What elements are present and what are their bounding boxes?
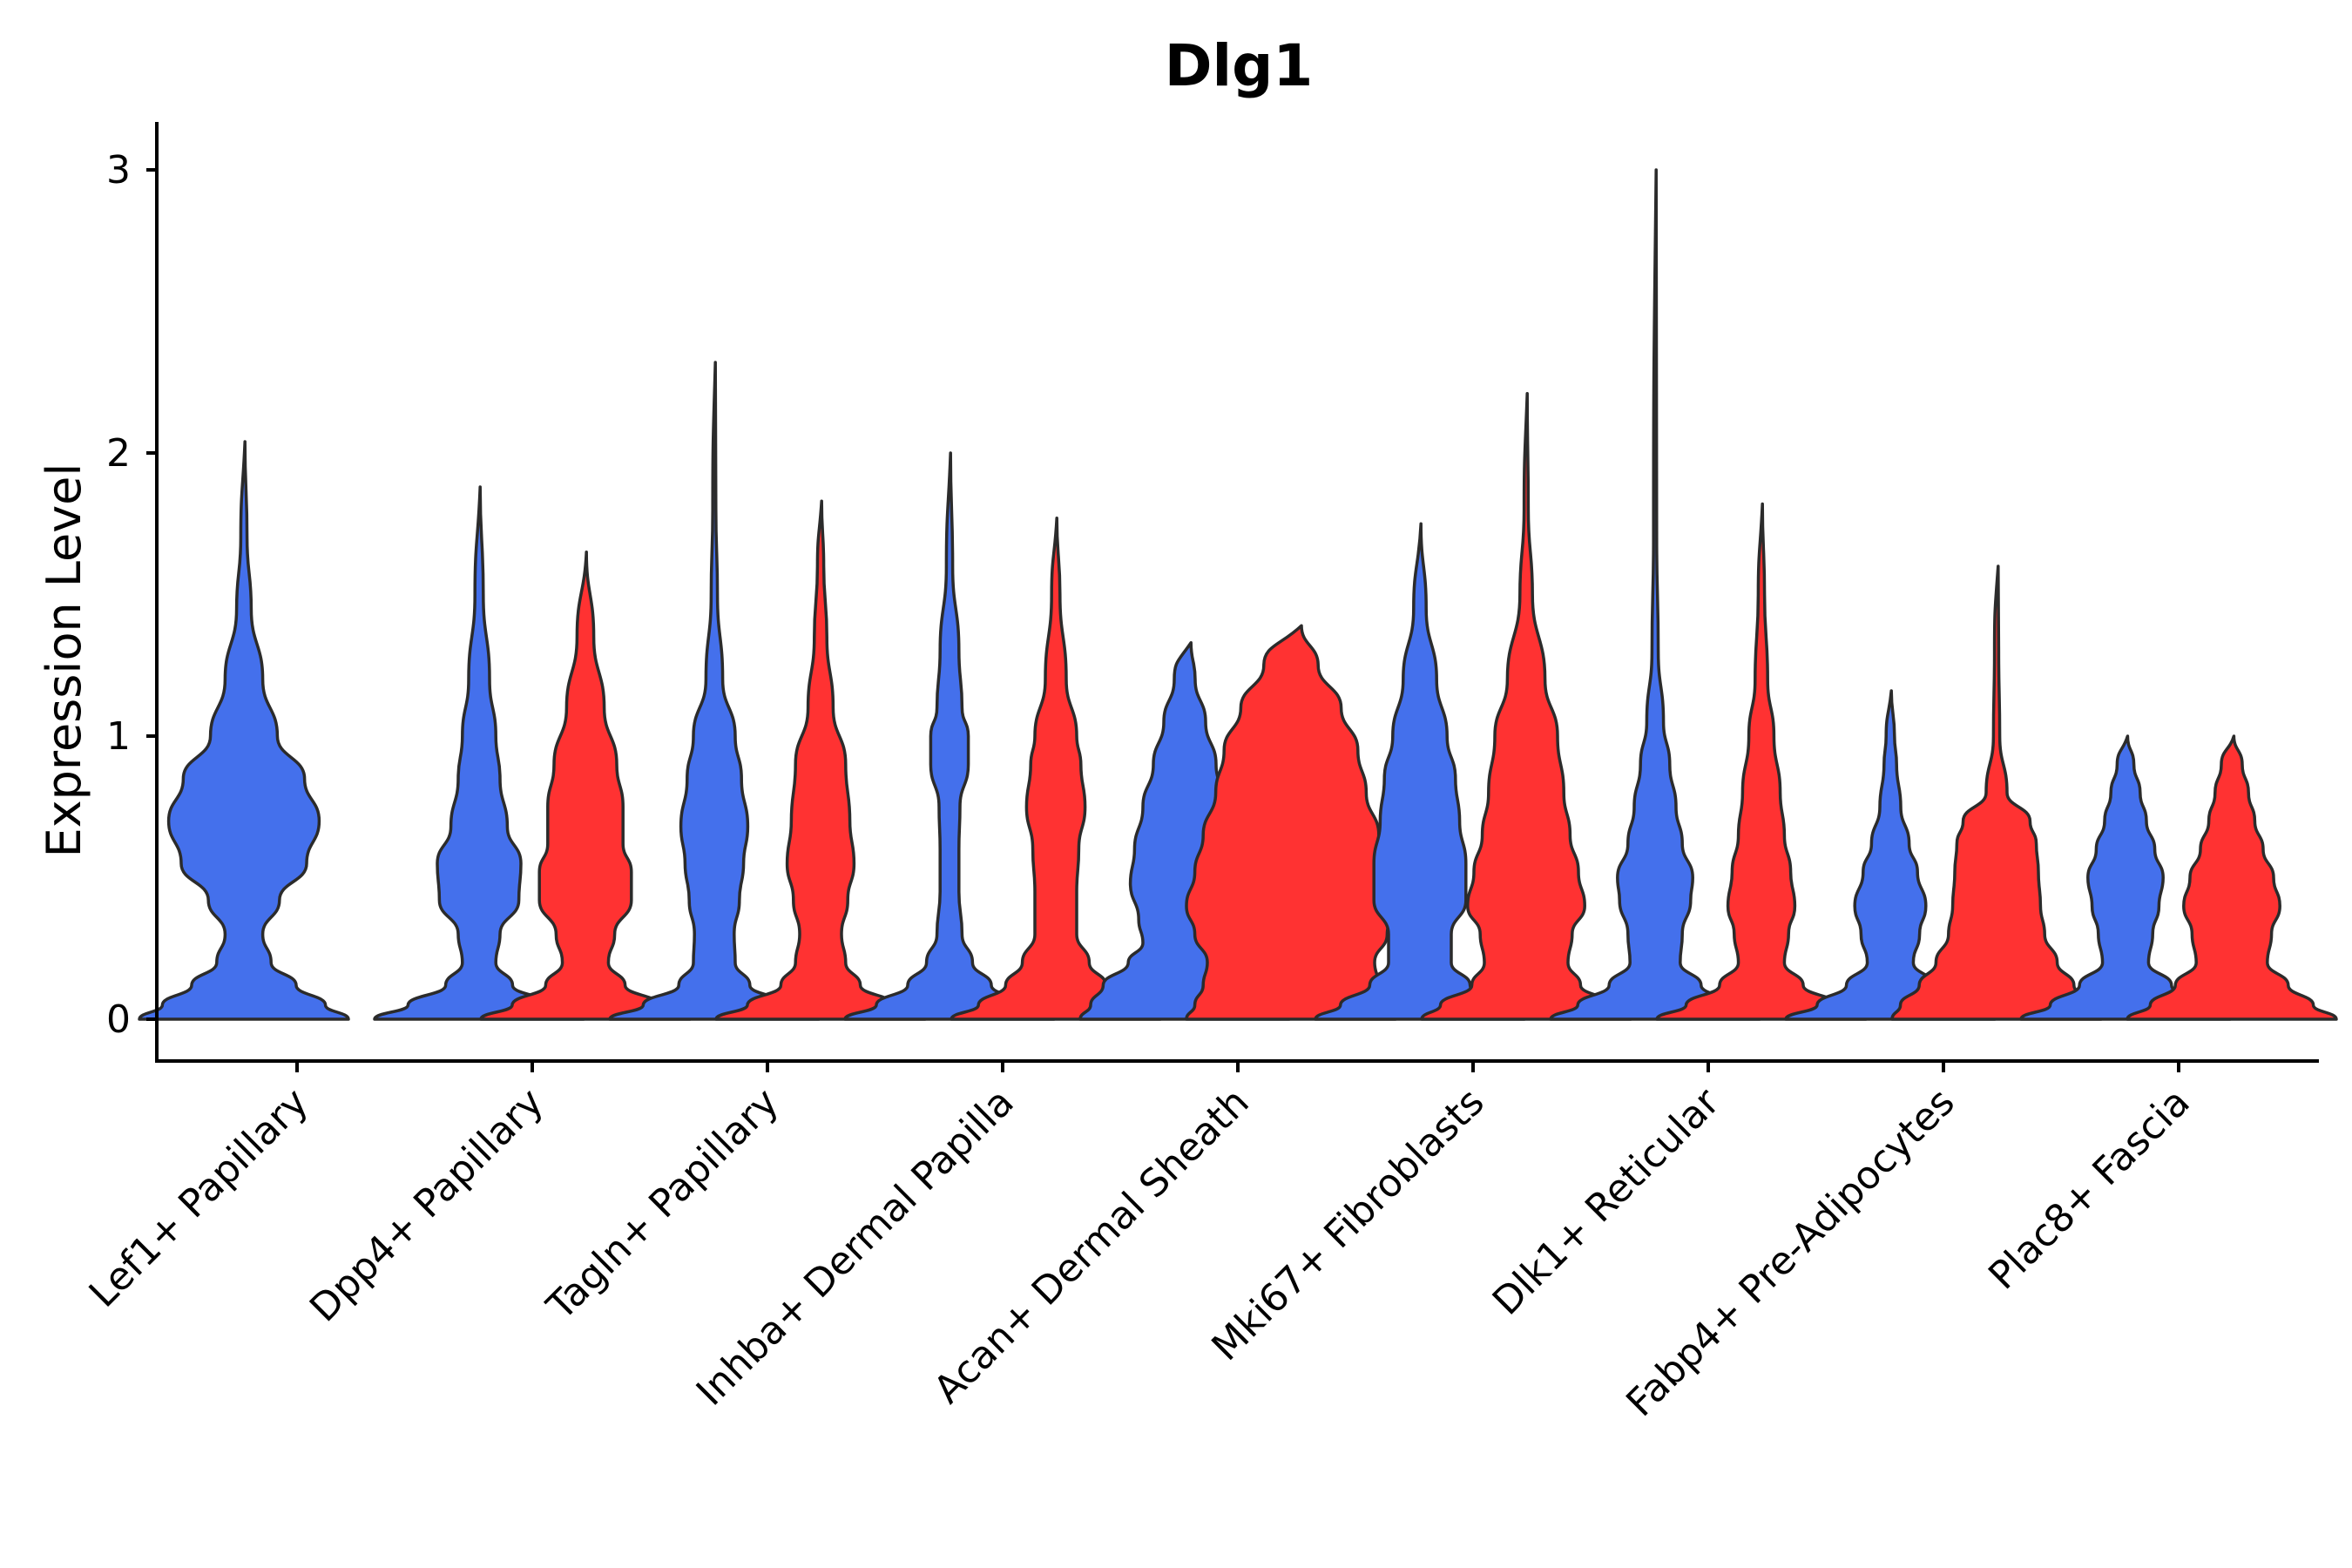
violin-tagln-papillary-1 [608,361,821,1021]
violin-dlk1-reticular-2 [1655,502,1868,1021]
violin-acan-dermal-sheath-2 [1185,624,1397,1021]
violin-plac8-fascia-1 [2019,734,2232,1021]
violin-fabp4-pre-adipocytes-2 [1890,564,2103,1021]
y-tick-label: 0 [106,997,131,1042]
y-axis-label: Expression Level [37,463,91,858]
x-tick-label: Dlk1+ Reticular [1484,1079,1729,1324]
violin-lef1-papillary-1 [138,440,350,1021]
violin-fabp4-pre-adipocytes-1 [1784,689,1997,1021]
x-tick-label: Lef1+ Papillary [81,1080,317,1316]
violin-layer [138,168,2338,1021]
violin-inhba-dermal-papilla-2 [950,517,1162,1021]
violin-tagln-papillary-2 [714,499,927,1021]
y-tick-label: 1 [106,714,131,759]
violin-dpp4-papillary-2 [479,551,692,1021]
x-tick-label: Dpp4+ Papillary [301,1080,552,1331]
violin-dlk1-reticular-1 [1549,168,1761,1021]
y-tick-label: 2 [106,431,131,476]
x-tick-label: Tagln+ Papillary [538,1080,787,1329]
x-tick-label: Plac8+ Fascia [1980,1080,2199,1299]
violin-mki67-fibroblasts-2 [1420,392,1632,1021]
violin-mki67-fibroblasts-1 [1314,522,1526,1021]
y-tick-label: 3 [106,148,131,193]
y-ticks: 0 1 2 3 [106,148,157,1042]
chart-title: Dlg1 [1165,32,1314,99]
violin-dpp4-papillary-1 [373,485,585,1021]
violin-inhba-dermal-papilla-1 [843,451,1056,1021]
violin-plac8-fascia-2 [2126,734,2338,1021]
x-tick-label: Mki67+ Fibroblasts [1203,1080,1492,1369]
